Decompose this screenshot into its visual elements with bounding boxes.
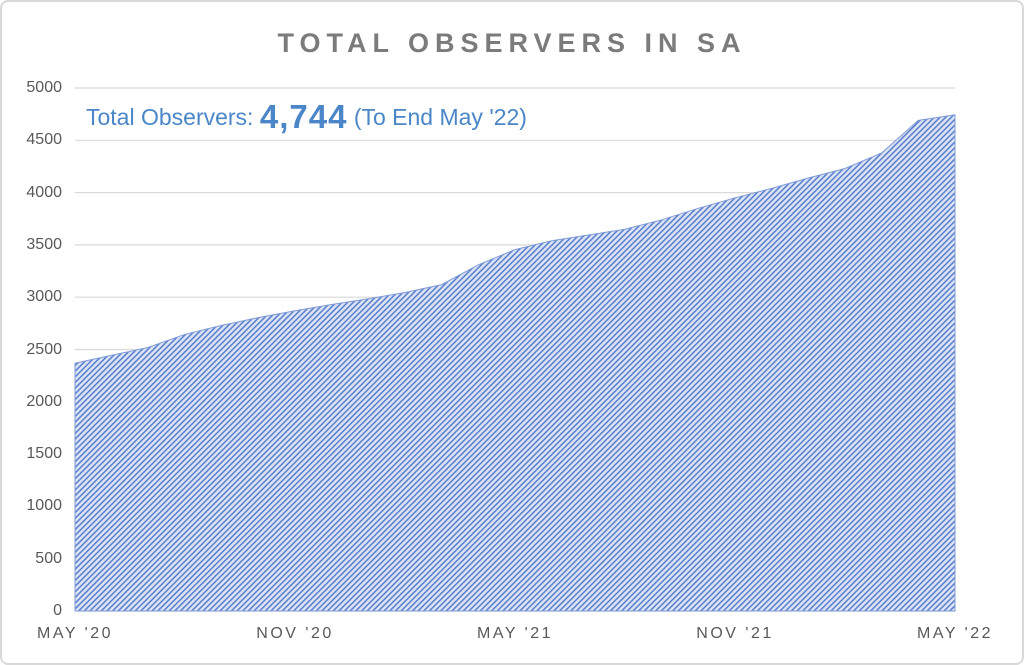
annotation-prefix: Total Observers: bbox=[86, 103, 260, 130]
y-tick-label: 5000 bbox=[26, 79, 62, 96]
y-tick-label: 1500 bbox=[26, 445, 62, 463]
total-observers-annotation: Total Observers: 4,744 (To End May '22) bbox=[86, 98, 527, 136]
y-tick-label: 4000 bbox=[26, 183, 62, 201]
y-tick-label: 4500 bbox=[26, 131, 62, 149]
area-series-total-observers bbox=[74, 114, 956, 612]
chart-title: TOTAL OBSERVERS IN SA bbox=[277, 28, 747, 58]
x-tick-label: MAY '21 bbox=[477, 625, 553, 642]
x-tick-label: MAY '22 bbox=[917, 625, 993, 642]
y-tick-label: 500 bbox=[35, 549, 62, 567]
y-tick-label: 0 bbox=[53, 602, 62, 619]
annotation-value: 4,744 bbox=[259, 98, 348, 135]
y-tick-label: 2000 bbox=[26, 392, 62, 410]
annotation-suffix: (To End May '22) bbox=[347, 103, 527, 130]
y-tick-label: 3500 bbox=[26, 235, 62, 253]
y-tick-label: 1000 bbox=[26, 497, 62, 515]
y-tick-label: 3000 bbox=[26, 288, 62, 306]
x-tick-label: NOV '21 bbox=[696, 625, 774, 642]
y-tick-label: 2500 bbox=[26, 340, 62, 358]
x-tick-label: NOV '20 bbox=[256, 625, 334, 642]
x-tick-label: MAY '20 bbox=[37, 625, 113, 642]
